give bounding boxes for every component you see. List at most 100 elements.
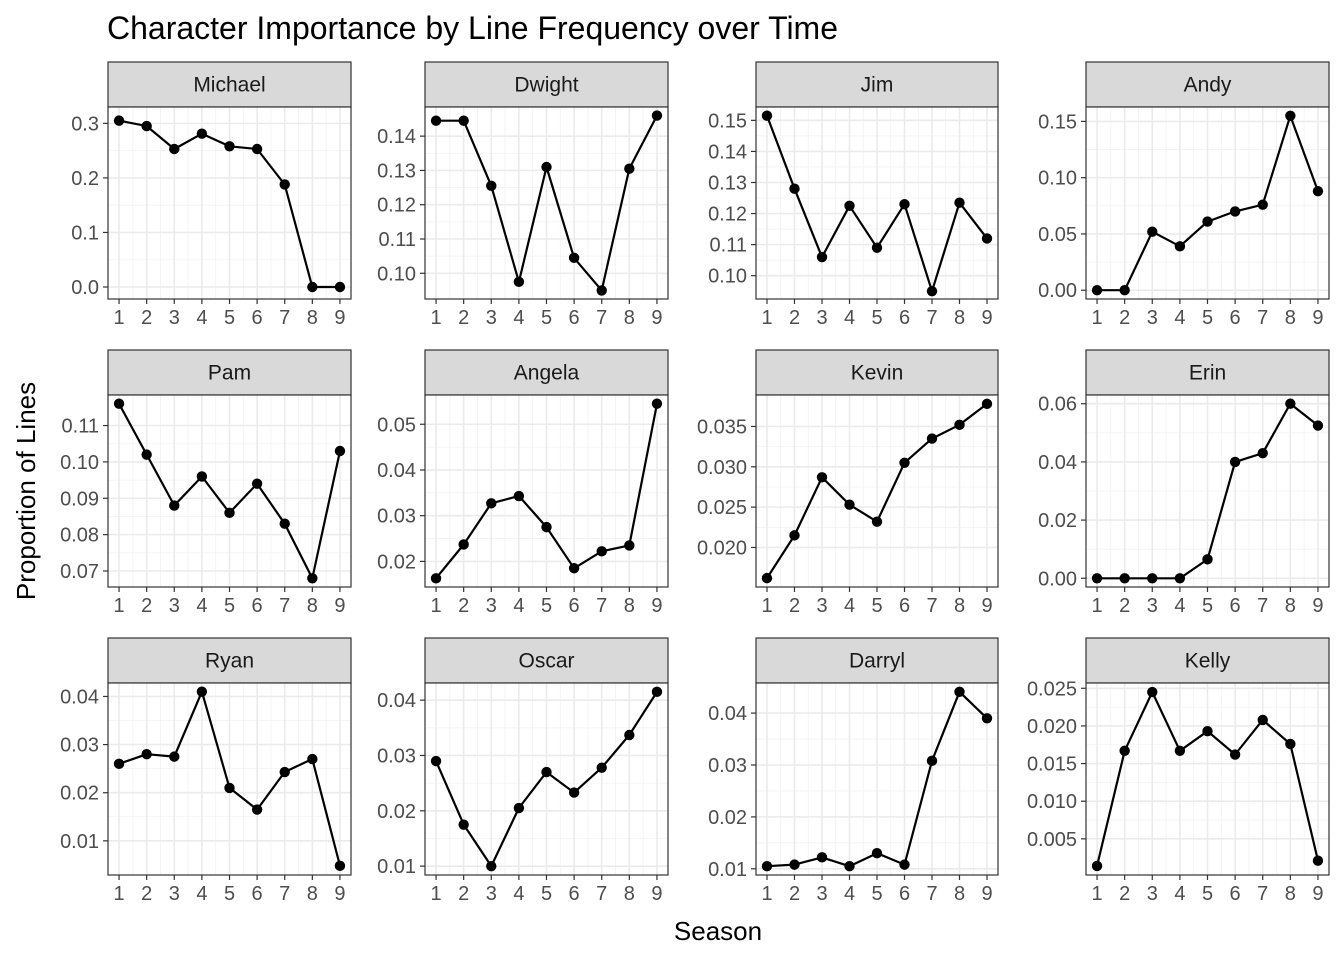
data-point [1119,745,1130,756]
y-tick-label: 0.00 [1038,568,1077,590]
panel-border [1085,106,1330,300]
facet-andy: Andy 0.00 0.05 0.10 0.15 1 2 3 4 5 6 7 8 9 [1038,61,1330,329]
facet-angela: Angela 0.02 0.03 0.04 0.05 1 2 3 4 5 6 7 8 9 [377,349,669,617]
data-point [1202,216,1213,227]
x-tick-label: 1 [430,595,441,617]
strip-kevin [755,349,999,396]
panel-border [1085,682,1330,876]
x-tick-label: 9 [981,307,992,329]
panel-border [1085,394,1330,588]
x-tick-label: 1 [761,883,772,905]
x-tick-label: 7 [596,307,607,329]
data-point [1285,398,1296,409]
x-tick-label: 8 [624,883,635,905]
data-point [568,787,580,798]
data-point [279,179,290,190]
data-point [1257,199,1268,210]
strip-label: Kelly [1185,650,1231,673]
y-tick-label: 0.030 [697,457,747,479]
data-point [541,521,552,533]
x-tick-label: 9 [1312,307,1323,329]
x-tick-label: 1 [113,307,124,329]
facet-michael: Michael 0.0 0.1 0.2 0.3 1 2 3 4 5 6 7 8 9 [71,61,352,329]
data-point [1229,456,1241,468]
y-tick-label: 0.11 [62,416,99,438]
data-point [1285,738,1296,750]
data-point [624,729,635,741]
x-tick-label: 8 [624,595,635,617]
data-point [624,163,635,174]
x-tick-label: 1 [1091,307,1102,329]
panel-border [107,394,352,588]
strip-label: Angela [514,362,580,385]
data-point [1174,241,1186,252]
x-tick-label: 7 [1257,307,1268,329]
chart-title: Character Importance by Line Frequency o… [107,10,838,46]
data-point [844,499,855,510]
y-tick-label: 0.1 [71,222,99,244]
x-tick-label: 7 [279,883,290,905]
x-tick-label: 3 [816,307,827,329]
x-tick-label: 1 [113,883,124,905]
y-tick-label: 0.07 [60,561,99,583]
y-tick-label: 0.10 [377,263,416,285]
data-point [844,200,855,211]
facet-kelly: Kelly 0.005 0.010 0.015 0.020 0.025 1 2 3 4 5 6 7 8 9 [1027,637,1330,905]
x-tick-label: 2 [1119,595,1130,617]
y-tick-label: 0.01 [377,856,416,878]
strip-erin [1085,349,1330,396]
x-tick-label: 3 [169,307,180,329]
x-tick-label: 9 [1312,883,1323,905]
data-point [926,755,938,767]
y-tick-label: 0.04 [60,686,99,708]
y-tick-label: 0.2 [71,168,99,190]
data-point [430,573,442,584]
data-point [251,143,263,155]
x-tick-label: 2 [141,595,152,617]
x-tick-label: 7 [926,307,937,329]
y-tick-label: 0.3 [71,113,99,135]
data-point [196,128,208,139]
x-tick-label: 8 [1285,883,1296,905]
x-tick-label: 9 [334,595,345,617]
x-tick-label: 5 [541,307,552,329]
x-tick-label: 3 [1147,307,1158,329]
x-tick-label: 7 [596,883,607,905]
x-tick-label: 8 [954,307,965,329]
x-tick-label: 2 [141,307,152,329]
data-point [1119,285,1130,296]
y-tick-label: 0.15 [708,110,747,132]
x-tick-label: 1 [1091,595,1102,617]
x-tick-label: 7 [279,595,290,617]
data-point [651,686,663,698]
panel-border [424,394,669,588]
y-tick-label: 0.00 [1038,280,1077,302]
y-tick-label: 0.11 [379,229,416,251]
x-tick-label: 6 [899,307,910,329]
x-tick-label: 4 [844,595,855,617]
data-point [1257,447,1268,459]
data-point [1202,725,1213,737]
facet-oscar: Oscar 0.01 0.02 0.03 0.04 1 2 3 4 5 6 7 8 9 [377,637,669,905]
x-axis-label: Season [674,916,762,946]
x-tick-label: 6 [899,883,910,905]
x-tick-label: 8 [307,595,318,617]
y-axis-label: Proportion of Lines [11,382,41,600]
x-tick-label: 1 [761,595,772,617]
y-tick-label: 0.02 [708,807,747,829]
data-point [1312,420,1324,431]
data-point [1285,110,1296,121]
x-tick-label: 8 [1285,595,1296,617]
data-point [513,490,525,502]
y-tick-label: 0.010 [1027,791,1077,813]
y-tick-label: 0.13 [377,160,416,182]
data-point [899,457,910,468]
y-tick-label: 0.03 [377,506,416,528]
x-tick-label: 9 [651,595,662,617]
data-point [816,852,828,863]
x-tick-label: 3 [486,307,497,329]
data-point [307,573,318,584]
data-point [1229,749,1241,760]
data-point [334,445,346,457]
